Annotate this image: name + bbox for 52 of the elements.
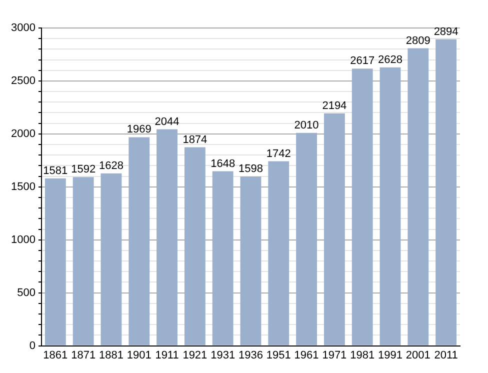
bar	[100, 173, 122, 346]
data-label: 1742	[266, 148, 291, 160]
data-label: 1581	[43, 164, 68, 177]
bar	[72, 177, 94, 346]
x-tick-label: 2011	[434, 349, 458, 362]
data-label: 2809	[406, 34, 430, 47]
bar	[352, 68, 373, 346]
data-label: 2194	[322, 100, 347, 112]
y-tick-label: 2500	[10, 75, 36, 87]
y-tick-label: 1500	[10, 180, 36, 193]
data-label: 1648	[210, 158, 236, 170]
x-tick-label: 1881	[98, 349, 124, 362]
x-tick-label: 1951	[266, 349, 291, 362]
bar	[184, 147, 206, 346]
data-label: 1598	[238, 163, 263, 176]
y-tick-label: 1000	[10, 234, 36, 246]
bar	[156, 129, 178, 346]
x-tick-label: 1931	[210, 349, 236, 362]
x-tick-label: 1871	[71, 349, 96, 362]
data-label: 2628	[378, 54, 402, 66]
y-tick-label: 3000	[10, 22, 36, 34]
y-tick-label: 500	[17, 286, 36, 299]
data-label: 1592	[71, 164, 96, 176]
data-label: 2617	[350, 55, 375, 68]
x-tick-label: 1991	[378, 349, 402, 362]
bar	[380, 67, 401, 346]
bar	[44, 178, 66, 346]
y-tick-label: 2000	[10, 128, 36, 140]
data-label: 1969	[126, 124, 152, 136]
y-tick-label: 0	[29, 340, 36, 352]
bar	[212, 171, 234, 346]
data-label: 2894	[434, 26, 458, 38]
x-tick-label: 1936	[238, 349, 263, 362]
data-label: 2044	[154, 116, 180, 128]
x-tick-label: 1971	[322, 349, 347, 362]
bar	[408, 48, 429, 346]
bar	[128, 137, 150, 346]
data-label: 2010	[294, 119, 319, 132]
bar	[436, 39, 457, 346]
data-label: 1628	[98, 160, 124, 172]
x-tick-label: 2001	[406, 349, 430, 362]
bar	[240, 176, 262, 346]
x-tick-label: 1911	[155, 349, 179, 362]
x-tick-label: 1901	[126, 349, 152, 362]
x-tick-label: 1981	[350, 349, 375, 362]
x-tick-label: 1861	[43, 349, 68, 362]
x-tick-label: 1961	[294, 349, 319, 362]
bar	[296, 132, 318, 346]
x-tick-label: 1921	[182, 349, 208, 362]
bar	[268, 161, 290, 346]
bar	[324, 113, 345, 346]
data-label: 1874	[182, 134, 208, 146]
